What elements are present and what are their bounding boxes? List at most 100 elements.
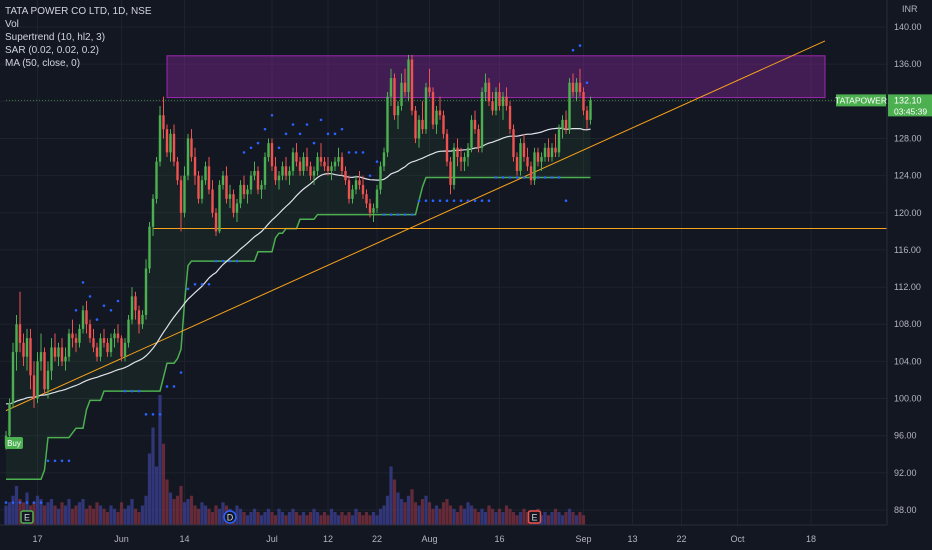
volume-bar (354, 508, 358, 525)
volume-bar (25, 492, 29, 525)
sar-dot (221, 259, 225, 263)
legend-supertrend[interactable]: Supertrend (10, hl2, 3) (5, 32, 106, 43)
volume-bar (336, 515, 341, 525)
candle-body (354, 180, 358, 190)
sar-dot (522, 176, 526, 179)
candle-body (74, 338, 78, 343)
candle (386, 92, 389, 158)
sar-dot (291, 123, 295, 126)
candle-body (218, 184, 221, 232)
volume-bar (203, 505, 208, 525)
candle-body (351, 189, 354, 199)
candle (302, 152, 305, 176)
volume-bar (417, 505, 421, 525)
volume-bar (553, 508, 558, 525)
candle-body (529, 166, 533, 181)
chart-legend: TATA POWER CO LTD, 1D, NSE Vol Supertren… (5, 5, 152, 70)
time-tick-label: Aug (421, 534, 437, 544)
price-tick-label: 112.00 (894, 282, 921, 292)
candle (372, 203, 375, 223)
candle-body (316, 157, 319, 171)
candle-body (508, 105, 512, 130)
sar-dot (123, 389, 127, 393)
volume-bar (7, 502, 12, 525)
candle (57, 342, 60, 367)
volume-bar (207, 508, 211, 525)
candle (204, 161, 207, 185)
candle (561, 115, 564, 139)
sar-dot (186, 287, 190, 291)
candle (190, 129, 193, 162)
volume-bar (469, 505, 474, 525)
candle (501, 92, 505, 120)
candle (512, 124, 515, 162)
price-tick-label: 104.00 (894, 356, 922, 366)
candle-body (295, 152, 298, 162)
volume-bar (438, 508, 442, 525)
price-tick-label: 88.00 (894, 505, 917, 515)
sar-dot (417, 199, 421, 202)
candle (22, 333, 25, 367)
candle (519, 138, 522, 176)
candle (43, 347, 46, 394)
sar-dot (214, 259, 218, 263)
candle (193, 147, 197, 185)
time-tick-label: 22 (676, 534, 686, 544)
candle-body (358, 180, 361, 185)
earnings-marker: E (527, 510, 542, 524)
volume-bar (242, 512, 246, 525)
volume-bar (91, 508, 96, 525)
horizontal-support-line (6, 99, 887, 230)
candle (249, 170, 253, 195)
legend-ma[interactable]: MA (50, close, 0) (5, 58, 81, 69)
candle-body (11, 352, 15, 404)
volume-bar (546, 515, 551, 525)
volume-bars (4, 395, 586, 525)
candle (438, 96, 442, 120)
sar-dot (193, 282, 197, 286)
volume-bar (123, 508, 127, 525)
candle (358, 170, 361, 190)
candle (186, 133, 190, 181)
candle (589, 96, 592, 125)
price-axis[interactable]: 140.00136.00132.00128.00124.00120.00116.… (886, 0, 922, 525)
candle-body (456, 147, 459, 158)
candle (375, 184, 379, 213)
candle-body (473, 119, 477, 130)
legend-sar[interactable]: SAR (0.02, 0.02, 0.2) (5, 45, 99, 56)
candle-body (403, 82, 407, 93)
candle (120, 335, 123, 362)
volume-bar (455, 512, 460, 525)
candle-body (148, 226, 151, 269)
price-tick-label: 128.00 (894, 133, 922, 143)
legend-title[interactable]: TATA POWER CO LTD, 1D, NSE (5, 6, 152, 17)
volume-bar (151, 427, 155, 525)
candle-body (211, 189, 214, 213)
candle (431, 87, 435, 130)
price-tick-label: 136.00 (894, 59, 922, 69)
volume-bar (424, 495, 428, 525)
price-tag-bg (888, 94, 932, 117)
price-tick-label: 124.00 (894, 171, 922, 181)
candle-body (491, 101, 494, 111)
sar-dot (4, 501, 8, 504)
candle (508, 101, 512, 134)
candle (123, 338, 127, 362)
candle (550, 143, 554, 162)
candle (361, 175, 365, 199)
candle-body (515, 157, 519, 171)
volume-bar (406, 495, 411, 525)
time-axis[interactable]: 17 Jun 14 Jul 12 22 Aug 16 Sep 13 22 Oct 18 (0, 524, 887, 544)
candle-body (557, 129, 561, 153)
candle (575, 78, 578, 102)
candle-body (449, 161, 452, 185)
legend-vol[interactable]: Vol (5, 19, 19, 30)
volume-bar (81, 499, 85, 525)
volume-bar (112, 508, 117, 525)
candle-body (64, 356, 67, 362)
sar-dot (228, 259, 232, 263)
candlesticks[interactable] (4, 54, 592, 450)
volume-bar (413, 502, 418, 525)
